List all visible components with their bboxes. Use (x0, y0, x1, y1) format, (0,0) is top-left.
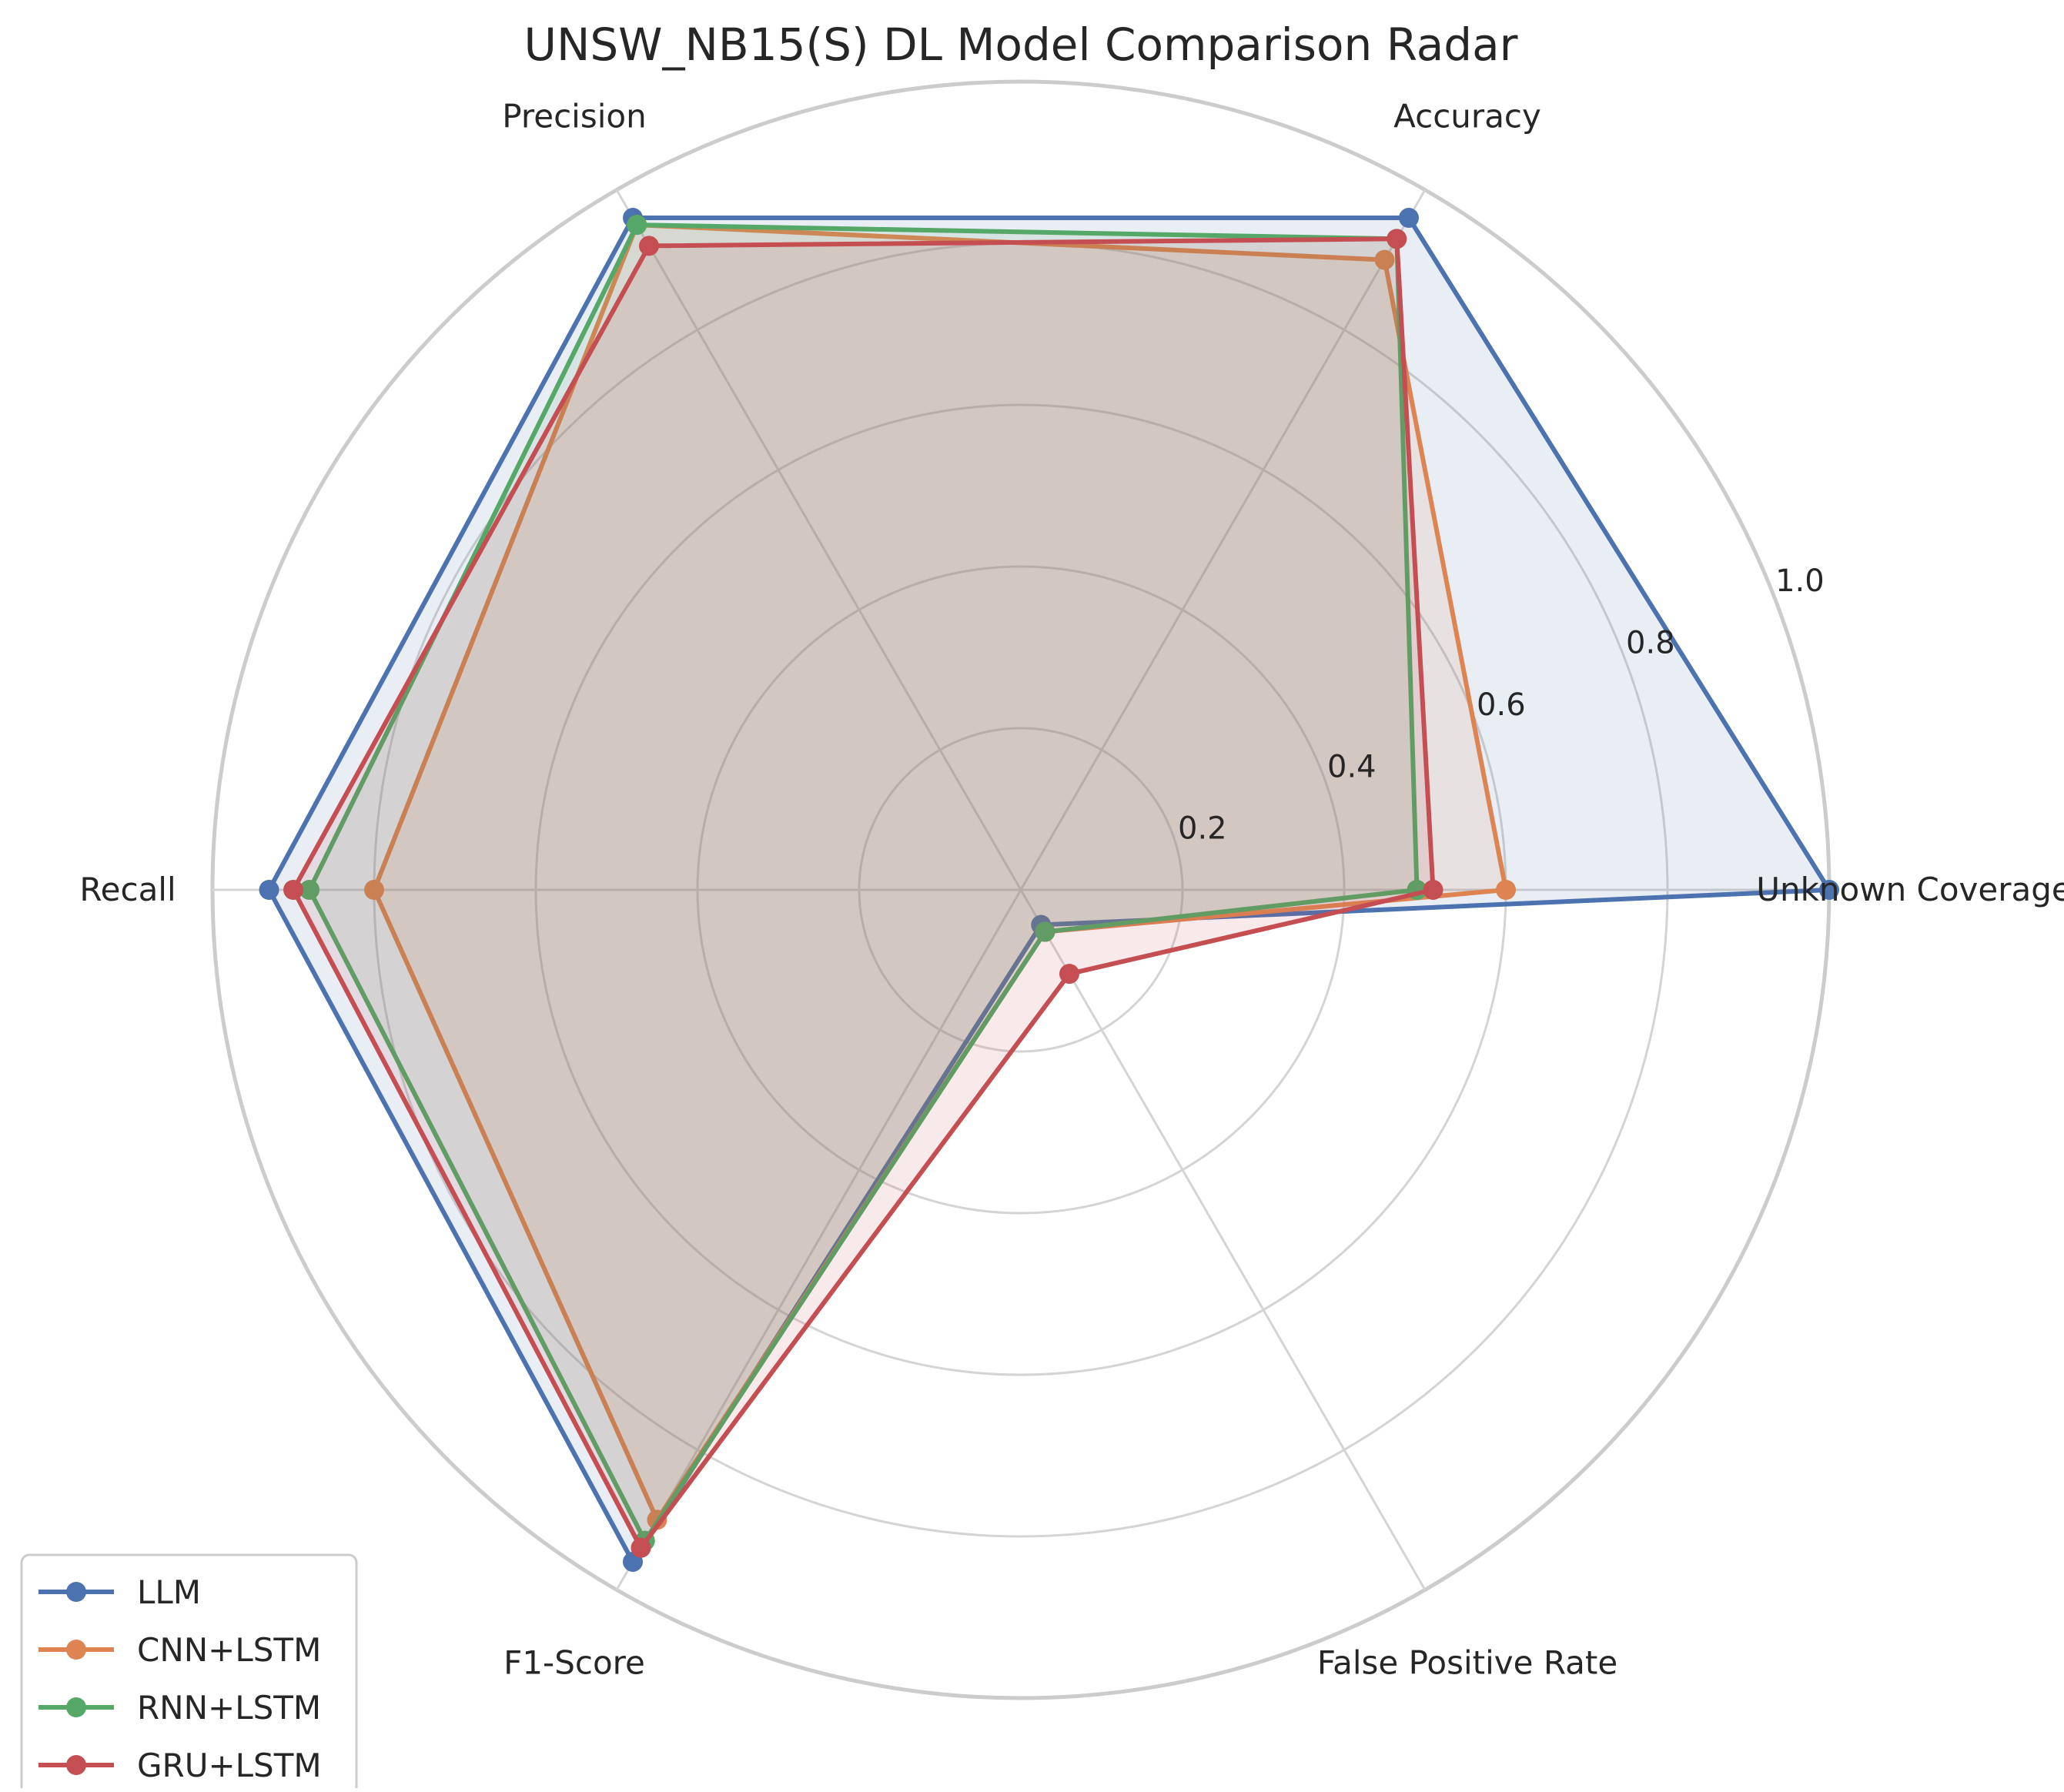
series-GRU+LSTM (283, 229, 1443, 1558)
legend-marker-LLM (66, 1582, 86, 1602)
data-point-CNN+LSTM-Accuracy (1374, 249, 1395, 270)
data-point-LLM-Accuracy (1399, 208, 1419, 229)
spoke-1 (1019, 189, 1427, 891)
legend-box (20, 1553, 358, 1792)
data-point-RNN+LSTM-False Positive Rate (1035, 921, 1055, 942)
axis-label-5: False Positive Rate (1317, 1644, 1617, 1682)
tick-label-1.0: 1.0 (1775, 563, 1825, 599)
tick-label-0.4: 0.4 (1327, 749, 1377, 784)
axis-label-4: F1-Score (503, 1644, 645, 1682)
series-area-GRU+LSTM (293, 239, 1433, 1548)
data-point-RNN+LSTM-Recall (299, 880, 319, 900)
legend-marker-CNN+LSTM (66, 1640, 86, 1660)
tick-label-0.6: 0.6 (1477, 687, 1526, 723)
axis-label-2: Precision (502, 97, 646, 135)
data-point-CNN+LSTM-Unknown Coverage (1496, 880, 1516, 900)
data-point-LLM-Recall (259, 880, 279, 900)
data-point-RNN+LSTM-Precision (627, 215, 647, 236)
legend-label-LLM: LLM (137, 1573, 201, 1611)
spoke-2 (615, 189, 1022, 891)
tick-label-0.2: 0.2 (1178, 811, 1227, 847)
axis-label-3: Recall (79, 871, 176, 908)
data-point-GRU+LSTM-Precision (639, 236, 659, 256)
data-point-GRU+LSTM-F1-Score (631, 1537, 651, 1558)
axis-labels: Unknown Coverage Accuracy Precision Recall F… (79, 97, 2064, 1681)
data-point-GRU+LSTM-Unknown Coverage (1423, 880, 1443, 900)
axis-label-0: Unknown Coverage (1756, 871, 2064, 908)
legend-label-CNN+LSTM: CNN+LSTM (137, 1631, 321, 1669)
tick-label-0.8: 0.8 (1626, 626, 1675, 661)
radial-tick-labels: 0.2 0.4 0.6 0.8 1.0 (1178, 563, 1825, 846)
legend-label-RNN+LSTM: RNN+LSTM (137, 1689, 321, 1727)
data-point-CNN+LSTM-Recall (364, 880, 384, 900)
data-point-GRU+LSTM-False Positive Rate (1059, 964, 1079, 985)
radar-grid (210, 79, 1832, 1700)
data-point-GRU+LSTM-Recall (283, 880, 303, 900)
radar-series (259, 208, 1839, 1572)
spoke-5 (1019, 889, 1427, 1591)
legend-label-GRU+LSTM: GRU+LSTM (137, 1747, 322, 1784)
legend-marker-RNN+LSTM (66, 1697, 86, 1717)
chart-title: UNSW_NB15(S) DL Model Comparison Radar (524, 18, 1518, 71)
axis-label-1: Accuracy (1393, 97, 1541, 135)
data-point-LLM-Unknown Coverage (1819, 880, 1839, 900)
legend-marker-GRU+LSTM (66, 1755, 86, 1775)
series-area-CNN+LSTM (374, 225, 1506, 1520)
legend: LLM CNN+LSTM RNN+LSTM GRU+LSTM (20, 1553, 358, 1792)
spoke-4 (615, 889, 1022, 1591)
series-area-RNN+LSTM (309, 225, 1417, 1541)
data-point-GRU+LSTM-Accuracy (1387, 229, 1407, 249)
